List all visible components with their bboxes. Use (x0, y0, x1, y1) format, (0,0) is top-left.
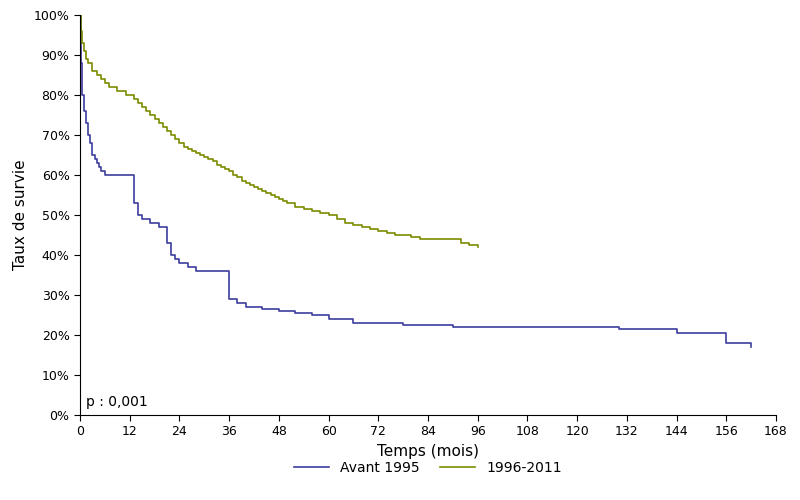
Avant 1995 (77, 60, 86, 66)
1996-2011 (199, 154, 209, 160)
Avant 1995 (746, 344, 756, 350)
Avant 1995 (307, 312, 317, 318)
Text: p : 0,001: p : 0,001 (86, 395, 148, 409)
Avant 1995 (75, 12, 85, 18)
Y-axis label: Taux de survie: Taux de survie (13, 160, 28, 270)
1996-2011 (473, 244, 482, 250)
Avant 1995 (224, 296, 234, 302)
Legend: Avant 1995, 1996-2011: Avant 1995, 1996-2011 (289, 455, 567, 480)
Avant 1995 (133, 212, 143, 218)
1996-2011 (170, 136, 180, 142)
X-axis label: Temps (mois): Temps (mois) (377, 444, 479, 459)
1996-2011 (191, 150, 201, 156)
1996-2011 (75, 12, 85, 18)
Line: Avant 1995: Avant 1995 (80, 15, 751, 347)
1996-2011 (125, 92, 134, 98)
Line: 1996-2011: 1996-2011 (80, 15, 478, 247)
1996-2011 (237, 178, 246, 184)
Avant 1995 (183, 264, 193, 270)
1996-2011 (166, 132, 176, 138)
Avant 1995 (208, 268, 218, 274)
